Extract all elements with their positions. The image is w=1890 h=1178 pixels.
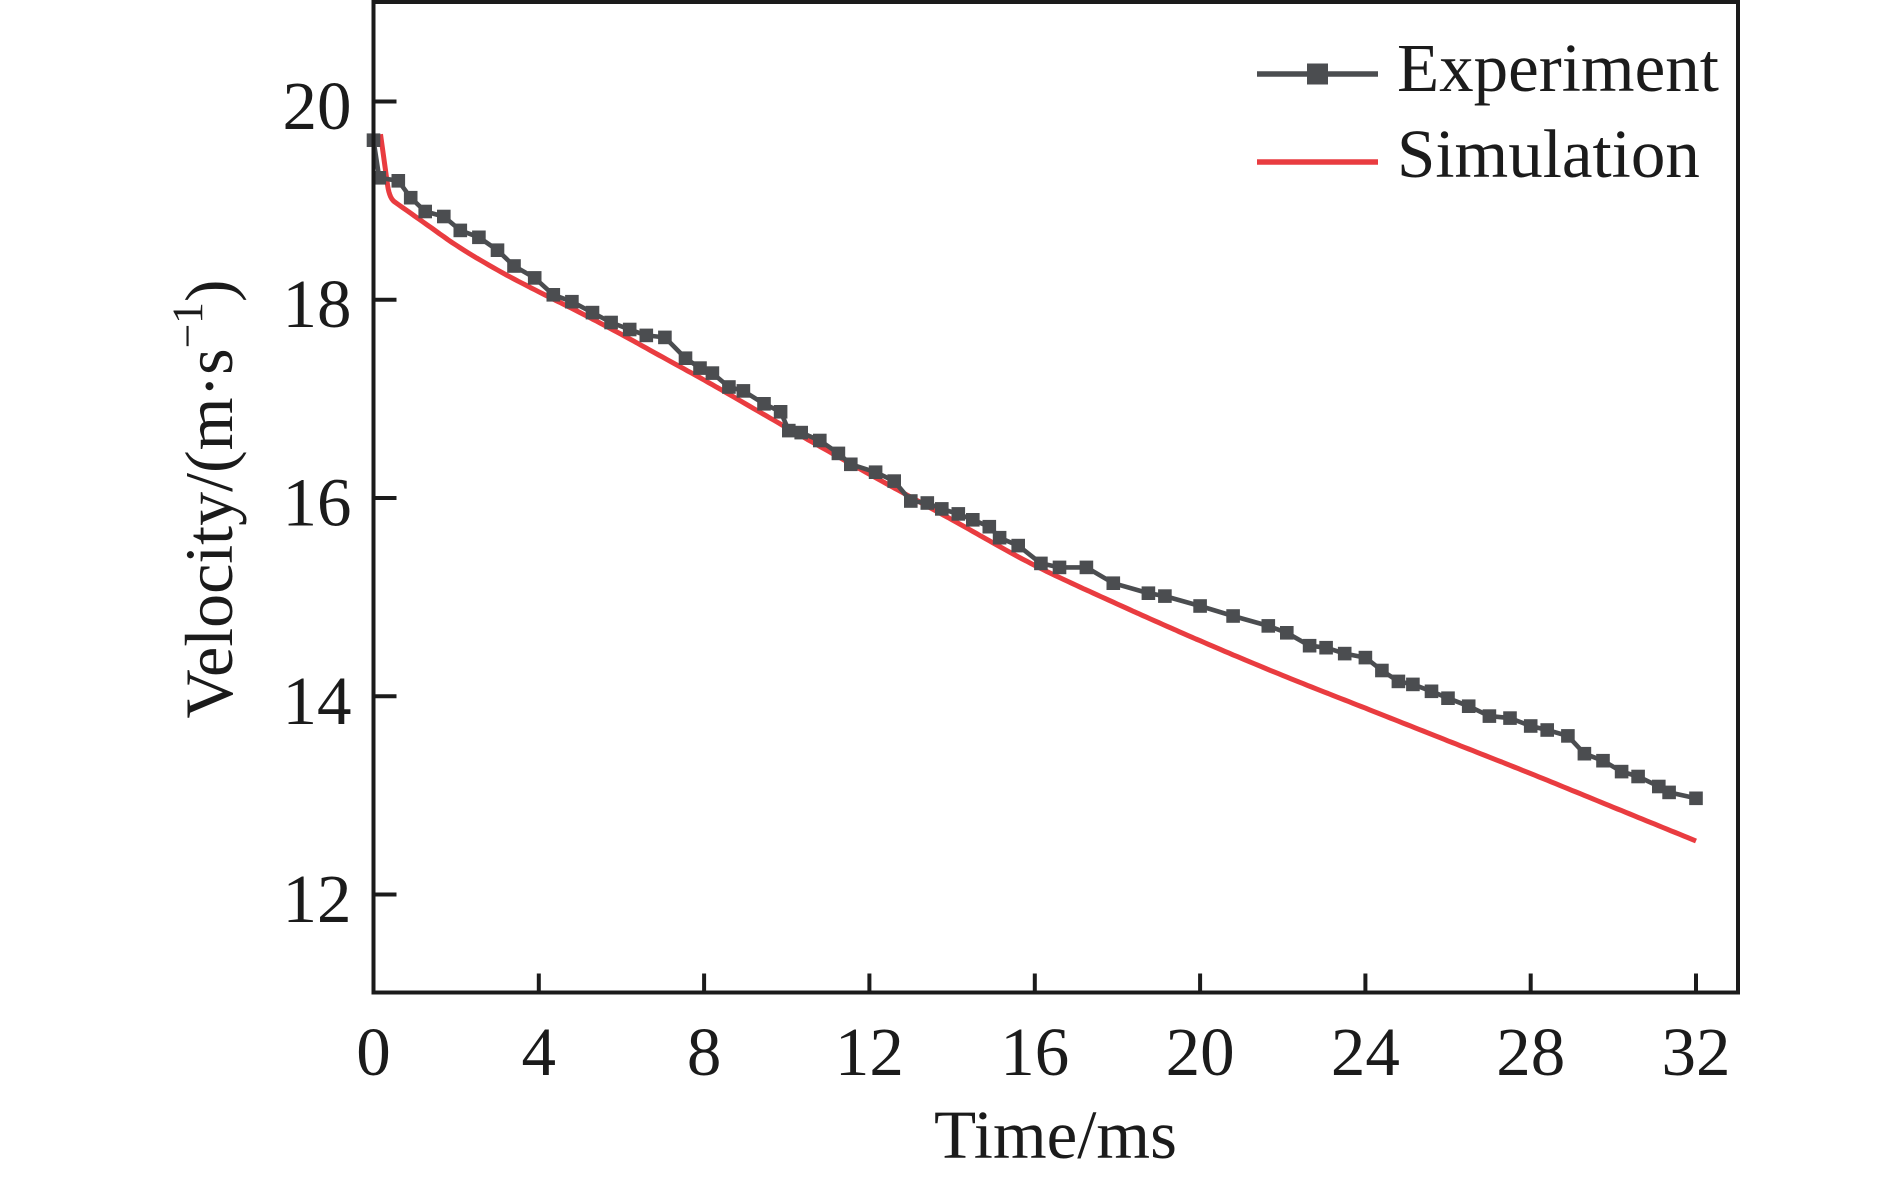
svg-text:Velocity/(m·s−1): Velocity/(m·s−1) bbox=[164, 279, 247, 718]
svg-text:28: 28 bbox=[1496, 1014, 1565, 1090]
svg-text:24: 24 bbox=[1331, 1014, 1400, 1090]
svg-text:8: 8 bbox=[687, 1014, 722, 1090]
svg-text:20: 20 bbox=[283, 68, 352, 144]
svg-text:12: 12 bbox=[283, 861, 352, 937]
svg-text:20: 20 bbox=[1166, 1014, 1235, 1090]
svg-text:12: 12 bbox=[835, 1014, 904, 1090]
svg-text:16: 16 bbox=[283, 465, 352, 541]
svg-text:Simulation: Simulation bbox=[1397, 116, 1700, 192]
svg-text:0: 0 bbox=[356, 1014, 391, 1090]
svg-text:16: 16 bbox=[1000, 1014, 1069, 1090]
svg-text:Experiment: Experiment bbox=[1397, 30, 1719, 106]
svg-text:18: 18 bbox=[283, 266, 352, 342]
svg-text:14: 14 bbox=[283, 663, 352, 739]
svg-text:32: 32 bbox=[1662, 1014, 1731, 1090]
svg-text:4: 4 bbox=[522, 1014, 557, 1090]
svg-text:Time/ms: Time/ms bbox=[934, 1097, 1177, 1173]
